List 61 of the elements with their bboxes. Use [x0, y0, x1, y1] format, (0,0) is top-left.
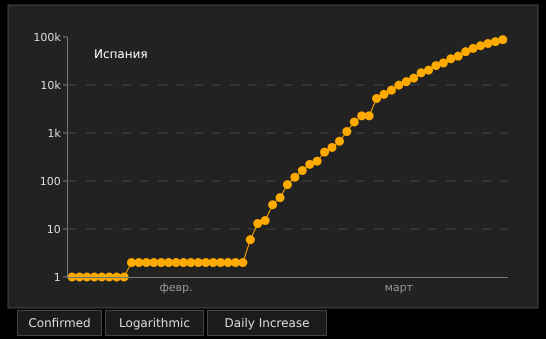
point	[312, 156, 322, 166]
point	[490, 37, 500, 46]
point	[483, 38, 492, 48]
point	[342, 127, 352, 136]
point	[186, 258, 196, 268]
point	[379, 90, 388, 99]
point	[126, 258, 136, 268]
point	[386, 86, 396, 95]
point	[416, 68, 426, 78]
point	[230, 258, 240, 268]
point	[409, 74, 418, 83]
point	[298, 166, 307, 176]
point	[461, 47, 470, 56]
text: Daily Increase	[224, 316, 310, 330]
point	[431, 61, 440, 70]
point	[142, 258, 151, 268]
y-tick-label: 100	[40, 174, 61, 188]
point	[216, 258, 226, 268]
point	[476, 41, 486, 50]
point	[446, 54, 456, 64]
point	[305, 160, 314, 169]
text: Confirmed	[28, 316, 91, 330]
point	[276, 193, 285, 202]
point	[224, 258, 233, 268]
point	[402, 77, 411, 86]
point	[364, 111, 374, 120]
y-tick-label: 10	[46, 222, 61, 236]
point	[320, 148, 330, 157]
y-tick-label: 10k	[40, 78, 62, 92]
point	[194, 258, 203, 268]
point	[164, 258, 174, 268]
point	[178, 258, 188, 268]
point	[468, 44, 478, 53]
point	[260, 216, 270, 226]
point	[290, 172, 300, 182]
point	[454, 52, 463, 61]
point	[268, 200, 278, 210]
point	[498, 35, 508, 44]
point	[282, 180, 292, 190]
x-tick-label: март	[384, 281, 414, 294]
point	[208, 258, 218, 268]
point	[246, 235, 255, 244]
y-tick-label: 1k	[47, 126, 62, 140]
point	[253, 219, 262, 228]
point	[134, 258, 144, 268]
point	[328, 142, 336, 152]
point	[438, 58, 448, 68]
x-tick-label: февр.	[159, 281, 193, 294]
point	[372, 94, 382, 103]
point	[172, 258, 181, 268]
y-tick-label: 100k	[33, 30, 62, 44]
text: Logarithmic	[119, 316, 190, 330]
point	[334, 136, 344, 146]
text: Испания	[94, 47, 148, 61]
point	[394, 80, 404, 90]
point	[350, 118, 359, 126]
point	[156, 258, 166, 268]
point	[238, 258, 248, 268]
point	[357, 111, 366, 120]
y-tick-label: 1	[54, 270, 61, 284]
point	[424, 66, 434, 75]
